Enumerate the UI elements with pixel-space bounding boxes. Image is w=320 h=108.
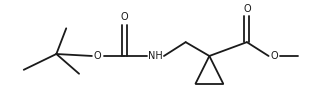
Text: O: O [243,4,251,14]
Text: O: O [271,51,278,61]
Text: O: O [94,51,102,61]
Text: NH: NH [148,51,163,61]
Text: O: O [121,13,128,22]
